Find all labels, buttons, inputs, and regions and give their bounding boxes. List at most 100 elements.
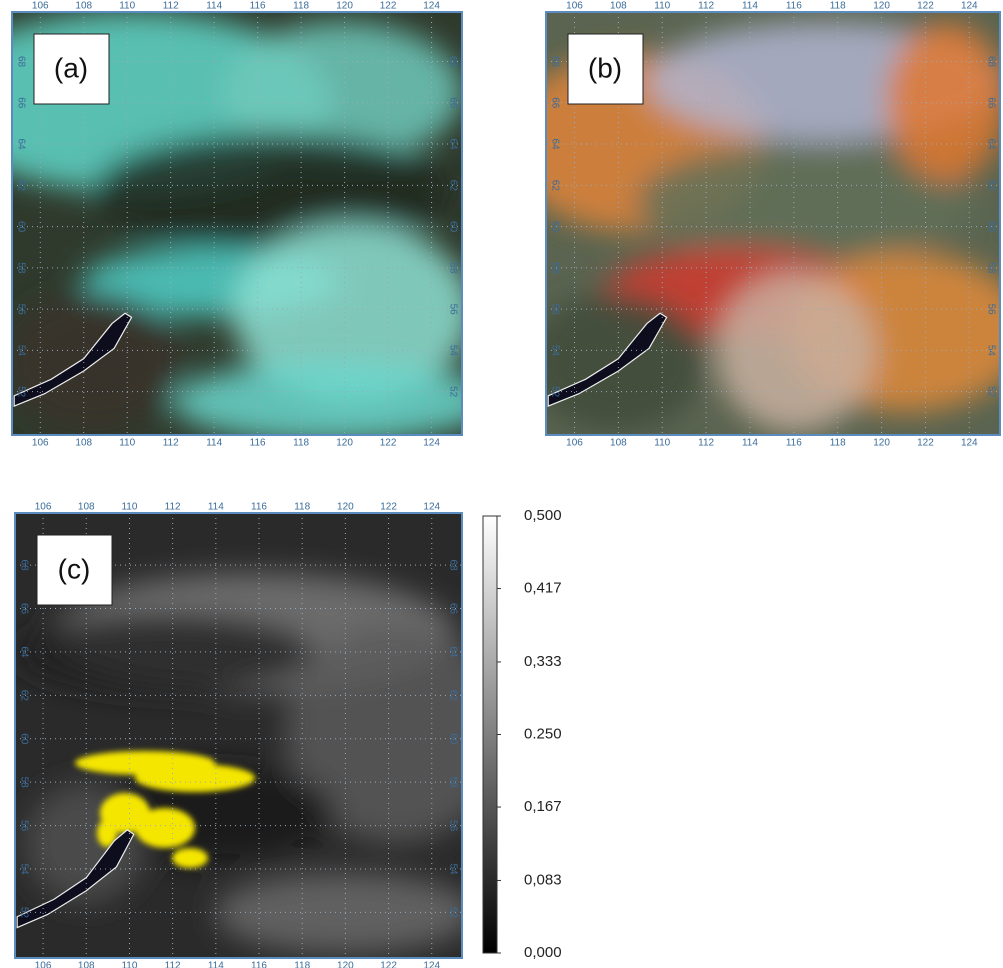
- x-tick-label: 118: [293, 438, 309, 449]
- y-tick-label: 64: [15, 138, 26, 150]
- x-tick-label: 114: [208, 961, 224, 968]
- y-tick-label: 56: [18, 820, 29, 832]
- x-tick-label: 124: [423, 502, 440, 513]
- figure: 106 106 108 108 110 110 112 112 114 114 116 116 118 1…: [0, 0, 1003, 968]
- y-tick-label: 54: [549, 345, 560, 357]
- x-tick-label: 122: [917, 438, 934, 449]
- x-tick-label: 122: [380, 1, 397, 12]
- colorbar-label: 0,083: [524, 871, 562, 888]
- y-tick-label: 56: [15, 304, 26, 316]
- y-tick-label: 64: [447, 646, 458, 658]
- x-tick-label: 124: [961, 438, 978, 449]
- fire-detection: [172, 848, 208, 868]
- x-tick-label: 120: [873, 438, 890, 449]
- map-panel: 1061061081081101101121121141141161161181…: [506, 1, 1003, 449]
- x-tick-label: 108: [75, 438, 92, 449]
- y-tick-label: 52: [447, 907, 458, 919]
- y-tick-label: 66: [985, 97, 996, 109]
- y-tick-label: 58: [18, 777, 29, 789]
- x-tick-label: 118: [294, 502, 310, 513]
- x-tick-label: 108: [610, 1, 627, 12]
- x-tick-label: 106: [35, 961, 52, 968]
- y-tick-label: 62: [549, 180, 560, 192]
- colorbar-label: 0,167: [524, 798, 562, 815]
- x-tick-label: 114: [206, 438, 222, 449]
- x-tick-label: 124: [961, 1, 978, 12]
- y-tick-label: 54: [18, 863, 29, 875]
- y-tick-label: 64: [447, 138, 458, 150]
- map-panel: 1061061081081101101121121141141161161181…: [0, 1, 492, 449]
- x-tick-label: 116: [786, 1, 802, 12]
- y-tick-label: 64: [18, 646, 29, 658]
- x-tick-label: 118: [294, 961, 310, 968]
- x-tick-label: 112: [163, 1, 179, 12]
- x-tick-label: 120: [873, 1, 890, 12]
- x-tick-label: 110: [121, 502, 137, 513]
- map-panel: 1061061081081101101121121141141161161181…: [15, 502, 505, 968]
- y-tick-label: 62: [985, 180, 996, 192]
- x-tick-label: 110: [119, 1, 135, 12]
- x-tick-label: 106: [35, 502, 52, 513]
- x-tick-label: 122: [380, 502, 397, 513]
- colorbar-label: 0,500: [524, 507, 562, 524]
- colorbar-ramp: [483, 516, 497, 953]
- y-tick-label: 66: [447, 97, 458, 109]
- y-tick-label: 68: [18, 560, 29, 572]
- x-tick-label: 110: [654, 1, 670, 12]
- x-tick-label: 116: [786, 438, 802, 449]
- y-tick-label: 54: [15, 345, 26, 357]
- x-tick-label: 120: [336, 1, 353, 12]
- panel-label: (b): [588, 52, 622, 83]
- x-tick-label: 122: [380, 961, 397, 968]
- y-tick-label: 54: [447, 863, 458, 875]
- y-tick-label: 62: [18, 690, 29, 702]
- y-tick-label: 60: [447, 733, 458, 745]
- x-tick-label: 108: [78, 961, 95, 968]
- y-tick-label: 52: [18, 907, 29, 919]
- x-tick-label: 114: [208, 502, 224, 513]
- x-tick-label: 110: [654, 438, 670, 449]
- y-tick-label: 52: [549, 386, 560, 398]
- y-tick-label: 66: [447, 603, 458, 615]
- y-tick-label: 68: [447, 560, 458, 572]
- y-tick-label: 58: [15, 262, 26, 274]
- y-tick-label: 58: [447, 262, 458, 274]
- y-tick-label: 56: [985, 304, 996, 316]
- y-tick-label: 54: [447, 345, 458, 357]
- x-tick-label: 116: [250, 438, 266, 449]
- x-tick-label: 108: [75, 1, 92, 12]
- y-tick-label: 52: [15, 386, 26, 398]
- colorbar-label: 0,333: [524, 653, 562, 670]
- x-tick-label: 114: [742, 438, 758, 449]
- x-tick-label: 118: [830, 438, 846, 449]
- x-tick-label: 114: [206, 1, 222, 12]
- y-tick-label: 58: [447, 777, 458, 789]
- y-tick-label: 56: [549, 304, 560, 316]
- x-tick-label: 120: [336, 438, 353, 449]
- x-tick-label: 124: [423, 438, 440, 449]
- x-tick-label: 106: [32, 438, 49, 449]
- x-tick-label: 122: [917, 1, 934, 12]
- cloud: [15, 613, 315, 693]
- y-tick-label: 68: [549, 56, 560, 68]
- y-tick-label: 60: [549, 221, 560, 233]
- y-tick-label: 62: [447, 690, 458, 702]
- x-tick-label: 122: [380, 438, 397, 449]
- x-tick-label: 112: [165, 502, 181, 513]
- colorbar-label: 0,417: [524, 580, 562, 597]
- y-tick-label: 62: [15, 180, 26, 192]
- y-tick-label: 66: [18, 603, 29, 615]
- x-tick-label: 106: [566, 438, 583, 449]
- y-tick-label: 60: [447, 221, 458, 233]
- y-tick-label: 68: [985, 56, 996, 68]
- x-tick-label: 112: [698, 1, 714, 12]
- x-tick-label: 120: [337, 502, 354, 513]
- y-tick-label: 64: [549, 138, 560, 150]
- y-tick-label: 60: [15, 221, 26, 233]
- y-tick-label: 62: [447, 180, 458, 192]
- x-tick-label: 110: [121, 961, 137, 968]
- x-tick-label: 118: [293, 1, 309, 12]
- cloud: [716, 272, 876, 432]
- y-tick-label: 60: [985, 221, 996, 233]
